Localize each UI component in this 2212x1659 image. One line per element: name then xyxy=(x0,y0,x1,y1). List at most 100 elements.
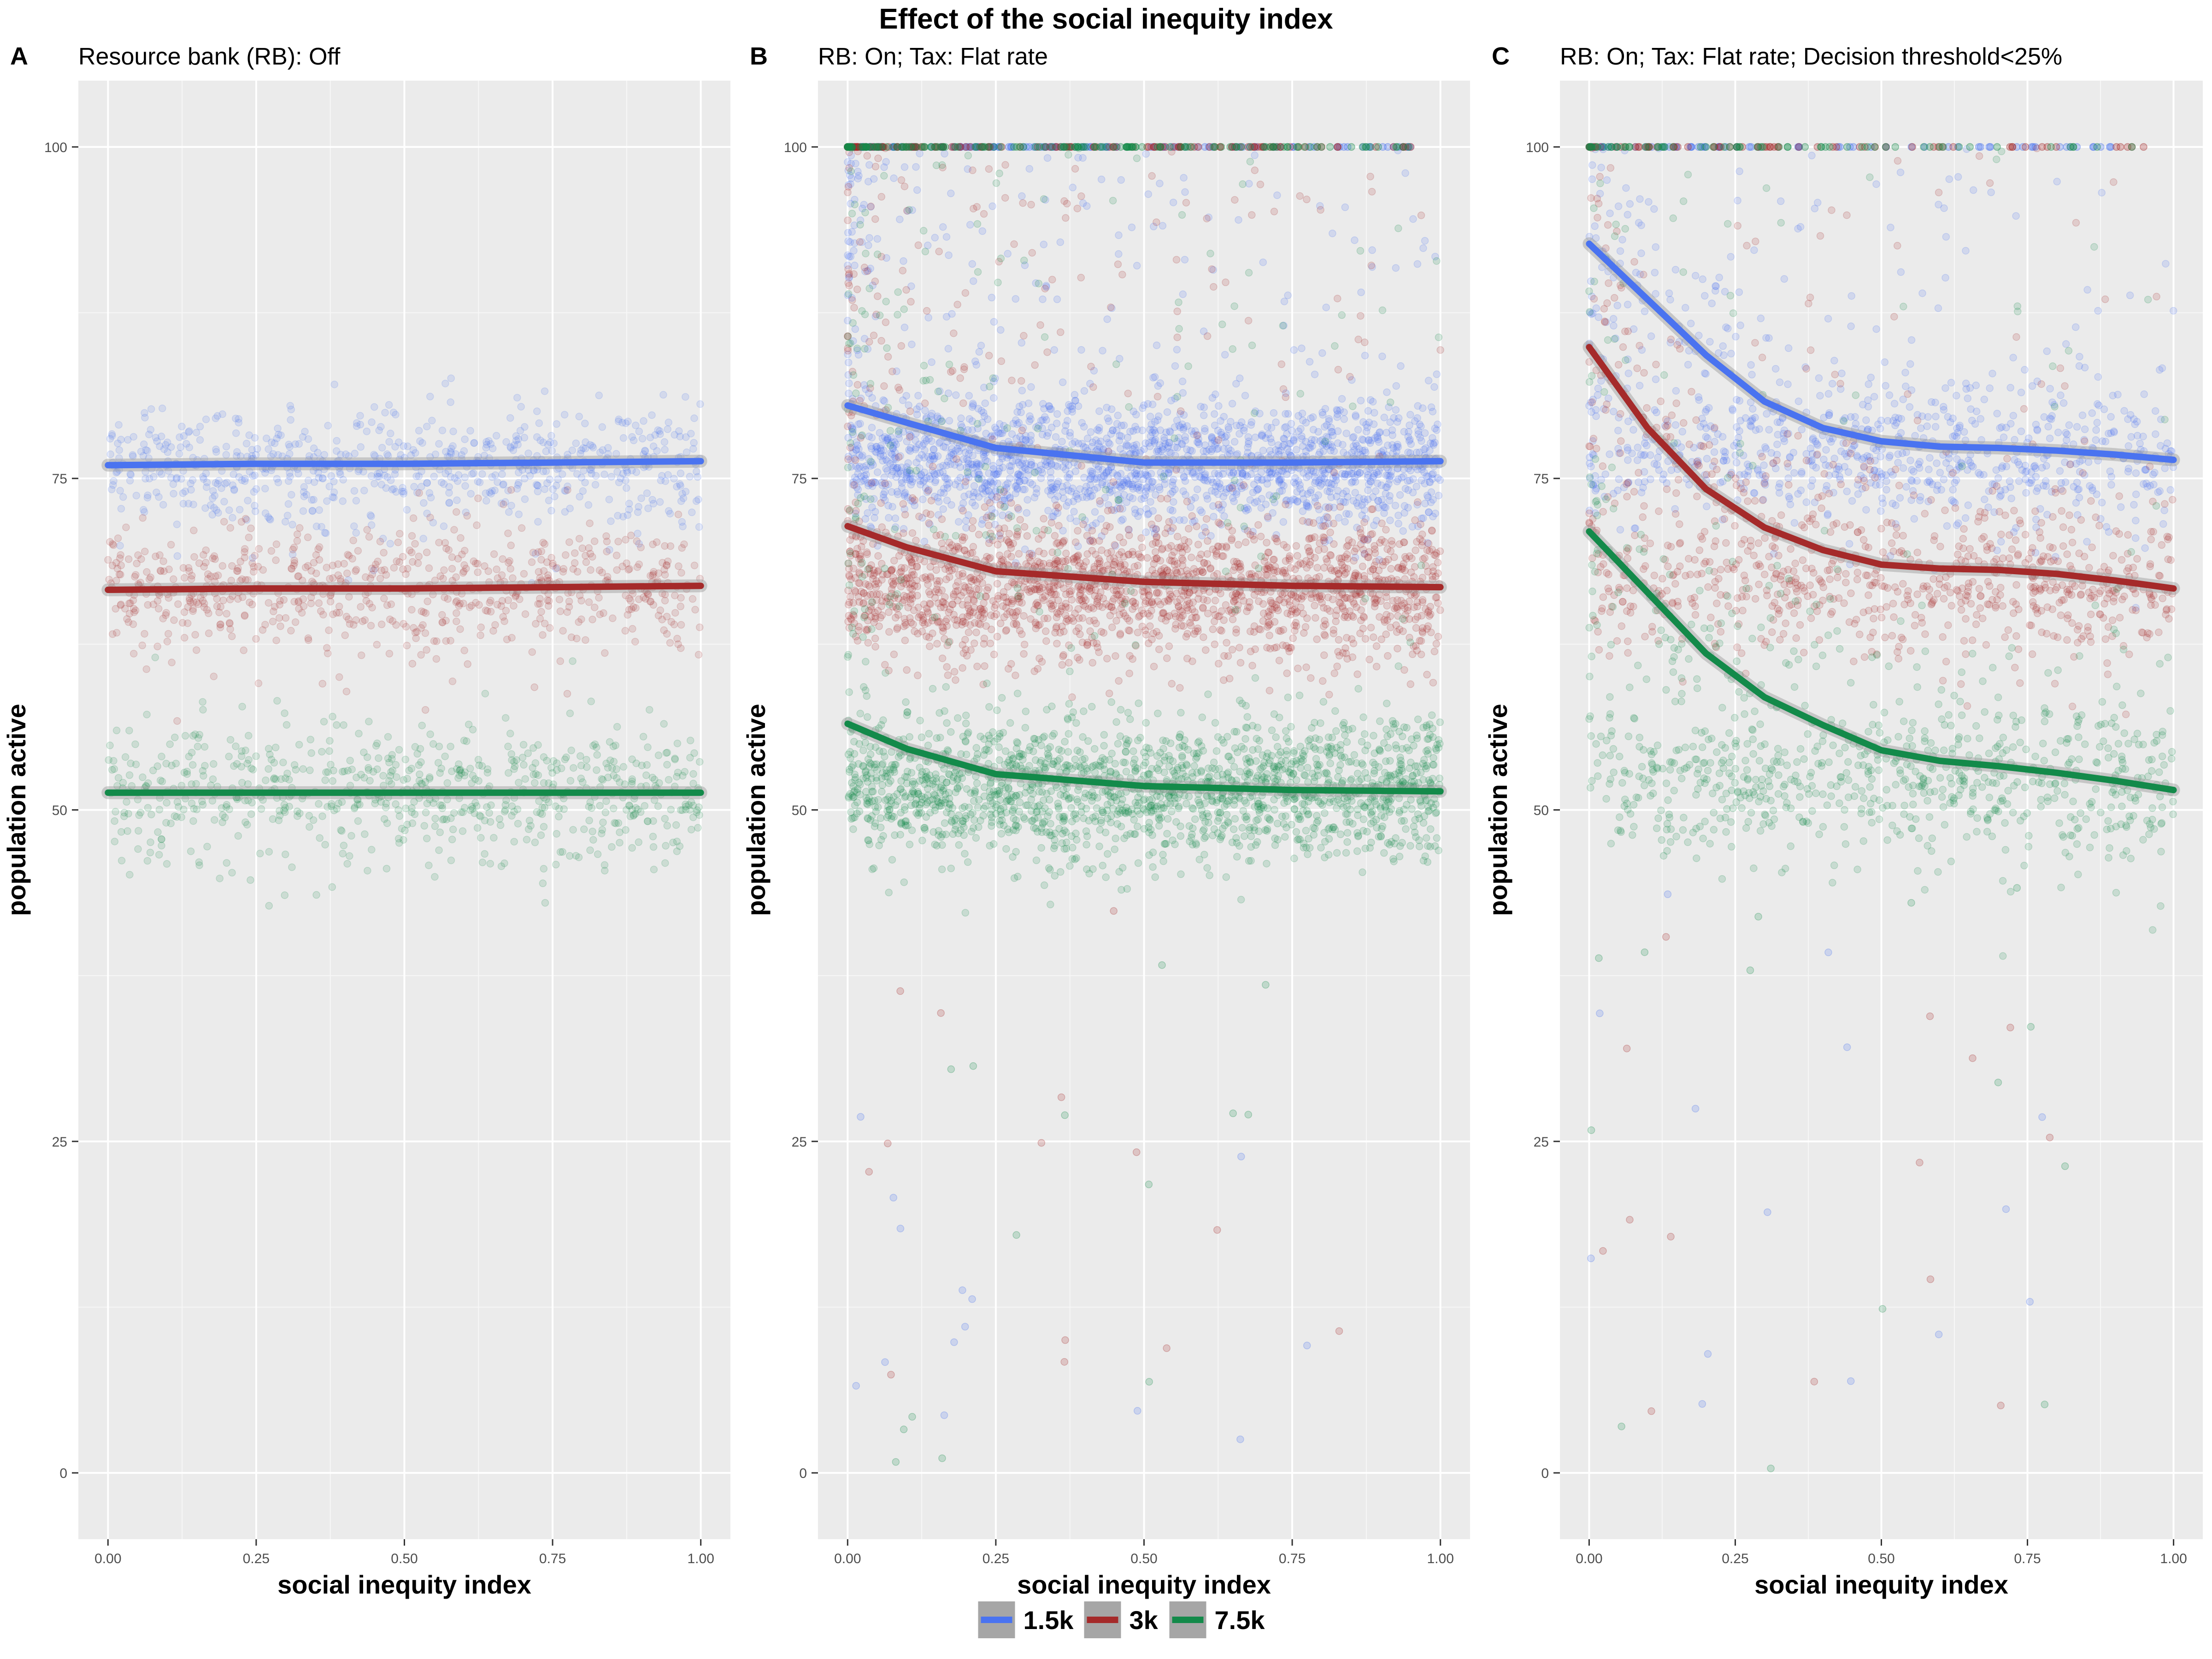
point xyxy=(1341,472,1348,481)
point xyxy=(116,487,124,495)
point xyxy=(352,565,360,574)
point xyxy=(340,841,348,849)
point xyxy=(184,500,193,508)
point xyxy=(243,821,251,829)
point xyxy=(528,558,536,566)
point xyxy=(499,613,507,621)
point xyxy=(114,439,122,447)
point xyxy=(512,436,520,444)
point xyxy=(383,450,391,458)
point xyxy=(653,447,661,455)
point xyxy=(656,427,664,435)
point xyxy=(223,610,230,618)
point xyxy=(1160,434,1168,441)
point xyxy=(183,619,192,627)
point xyxy=(559,627,567,635)
point xyxy=(1283,669,1291,677)
point xyxy=(674,511,682,518)
point xyxy=(214,509,222,517)
point xyxy=(115,446,124,454)
point xyxy=(157,432,165,441)
point xyxy=(1299,507,1307,515)
point xyxy=(179,564,188,572)
point xyxy=(918,442,926,450)
point xyxy=(1409,215,1417,223)
point xyxy=(420,822,429,830)
point xyxy=(1410,603,1418,612)
point xyxy=(1369,398,1377,406)
point xyxy=(931,234,939,241)
point xyxy=(1367,624,1375,632)
point xyxy=(865,241,872,249)
point xyxy=(288,565,295,572)
point xyxy=(159,404,166,412)
point xyxy=(1179,290,1187,298)
point xyxy=(337,451,345,459)
point xyxy=(237,752,246,760)
point xyxy=(534,518,542,526)
point xyxy=(438,618,447,626)
point xyxy=(346,757,354,765)
point xyxy=(162,759,170,768)
point xyxy=(547,506,555,515)
point xyxy=(1383,602,1391,610)
point xyxy=(288,550,297,559)
point xyxy=(252,635,260,643)
point xyxy=(329,766,337,775)
point xyxy=(318,680,327,688)
point xyxy=(632,604,640,612)
point xyxy=(447,742,454,751)
point xyxy=(325,482,334,490)
point xyxy=(285,441,293,448)
point xyxy=(1027,383,1035,391)
point xyxy=(590,537,599,545)
point xyxy=(1156,179,1164,188)
point xyxy=(1357,396,1365,405)
point xyxy=(274,478,282,487)
point xyxy=(504,596,512,604)
point xyxy=(393,773,400,781)
point xyxy=(1030,494,1039,501)
point xyxy=(1152,525,1160,533)
point xyxy=(228,632,236,641)
point xyxy=(667,806,675,814)
point xyxy=(628,844,636,852)
point xyxy=(415,472,423,480)
point xyxy=(542,447,550,455)
point xyxy=(286,469,294,477)
point xyxy=(448,767,456,776)
point xyxy=(145,475,153,482)
point xyxy=(491,486,499,494)
point xyxy=(1380,413,1388,422)
point xyxy=(677,497,685,505)
point xyxy=(407,451,415,459)
point xyxy=(648,571,657,580)
point xyxy=(915,454,923,462)
point xyxy=(505,769,512,777)
point xyxy=(181,574,188,582)
point xyxy=(413,488,421,497)
point xyxy=(376,469,383,477)
point xyxy=(156,567,165,575)
point xyxy=(1151,373,1159,381)
point xyxy=(851,261,859,270)
point xyxy=(1169,199,1177,206)
point xyxy=(264,513,272,521)
point xyxy=(1104,414,1112,422)
point xyxy=(390,485,398,493)
point xyxy=(908,341,916,348)
point xyxy=(927,497,935,505)
point xyxy=(939,223,947,231)
point xyxy=(673,739,682,747)
point xyxy=(504,529,512,537)
point xyxy=(222,442,230,451)
point xyxy=(117,828,125,836)
point xyxy=(846,238,854,246)
point xyxy=(1170,476,1177,484)
point xyxy=(454,774,462,782)
point xyxy=(1197,550,1205,559)
point xyxy=(273,435,281,442)
point xyxy=(512,756,520,764)
point xyxy=(689,445,697,453)
point xyxy=(928,358,935,366)
